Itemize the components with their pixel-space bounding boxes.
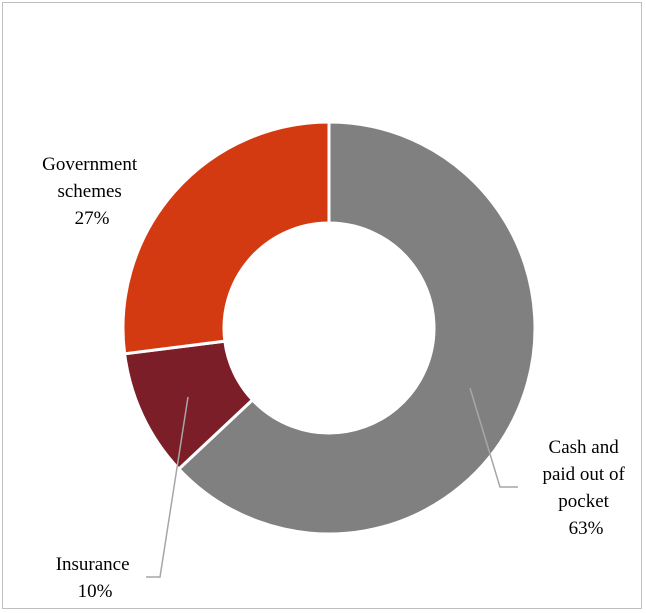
leader-line-cash [469,387,518,488]
label-line: schemes [57,181,121,202]
donut-slices [121,120,537,536]
slice-government [121,120,331,356]
slice-label-insurance: Insurance 10% [56,554,135,602]
label-line: Government [42,154,138,175]
leader-lines [146,387,518,578]
leader-line-insurance [146,396,189,578]
label-line: pocket [558,491,609,512]
slice-label-cash: Cash and paid out of pocket 63% [542,437,629,539]
label-line: Cash and [549,437,620,458]
slice-cash [176,120,537,536]
slice-label-government: Government schemes 27% [42,154,142,229]
value-label: 27% [75,208,110,229]
label-line: paid out of [542,464,625,485]
value-label: 10% [78,581,113,602]
label-line: Insurance [56,554,130,575]
value-label: 63% [569,518,604,539]
